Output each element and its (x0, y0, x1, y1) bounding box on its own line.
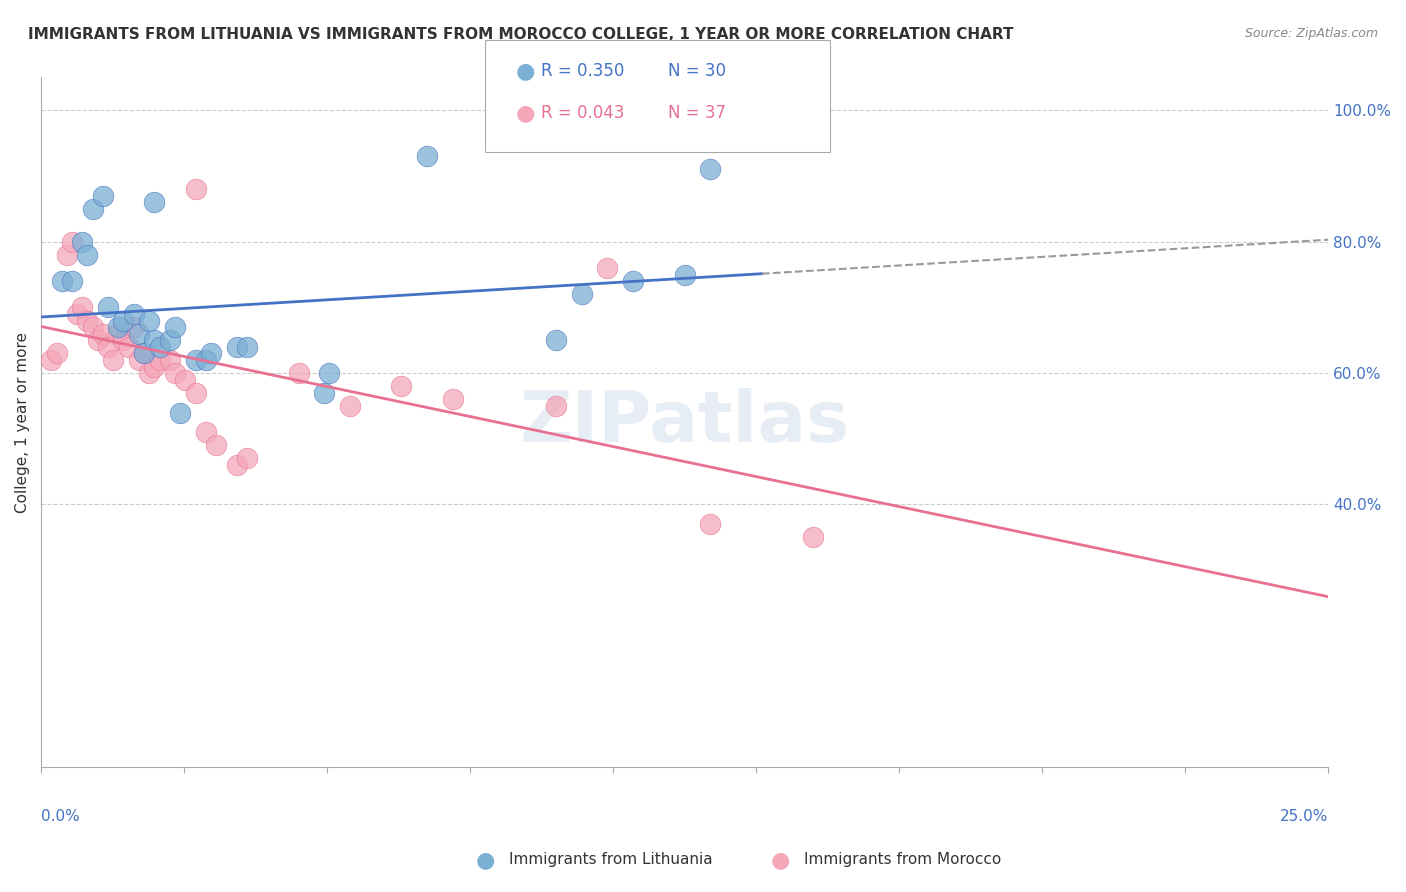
Point (673, 268, 696, 282)
Point (184, 353, 207, 368)
Point (41, 353, 63, 368)
Point (339, 399, 361, 413)
Point (163, 366, 186, 380)
Point (314, 385, 336, 400)
Point (66, 307, 89, 321)
Point (801, 530, 824, 544)
Text: 0.0%: 0.0% (41, 809, 80, 823)
Point (72, 301, 94, 315)
Text: IMMIGRANTS FROM LITHUANIA VS IMMIGRANTS FROM MOROCCO COLLEGE, 1 YEAR OR MORE COR: IMMIGRANTS FROM LITHUANIA VS IMMIGRANTS … (28, 27, 1014, 42)
Point (699, 162, 721, 177)
Point (174, 373, 197, 387)
Text: 25.0%: 25.0% (1279, 809, 1329, 823)
Point (318, 366, 340, 380)
Text: ●: ● (516, 62, 536, 81)
Point (107, 320, 129, 334)
Point (91, 188, 114, 202)
Point (138, 313, 160, 327)
Text: N = 37: N = 37 (668, 104, 725, 122)
Point (45, 346, 67, 360)
Point (138, 366, 160, 380)
Point (122, 320, 145, 334)
Point (60, 235, 83, 249)
Text: Source: ZipAtlas.com: Source: ZipAtlas.com (1244, 27, 1378, 40)
Point (571, 287, 593, 301)
Point (236, 340, 259, 354)
Point (87, 333, 110, 347)
Point (205, 438, 228, 452)
Text: N = 30: N = 30 (668, 62, 725, 80)
Point (117, 340, 139, 354)
Point (112, 333, 135, 347)
Point (148, 353, 170, 368)
Point (544, 399, 567, 413)
Point (184, 385, 207, 400)
Point (236, 451, 259, 466)
Point (82, 320, 104, 334)
Text: R = 0.350: R = 0.350 (541, 62, 624, 80)
Point (416, 149, 439, 163)
Point (97, 301, 120, 315)
Y-axis label: College, 1 year or more: College, 1 year or more (15, 332, 30, 513)
Point (103, 353, 125, 368)
Point (163, 320, 186, 334)
Point (76, 313, 98, 327)
Point (112, 313, 135, 327)
Point (287, 366, 309, 380)
Point (225, 340, 247, 354)
Point (72, 235, 94, 249)
Point (132, 346, 155, 360)
Text: ZIPatlas: ZIPatlas (520, 388, 849, 457)
Point (132, 346, 155, 360)
Point (699, 517, 721, 532)
Point (596, 260, 619, 275)
Point (159, 333, 181, 347)
Text: Immigrants from Lithuania: Immigrants from Lithuania (509, 853, 713, 867)
Point (194, 353, 217, 368)
Point (91, 326, 114, 341)
Point (128, 353, 150, 368)
Point (107, 326, 129, 341)
Point (200, 346, 222, 360)
Point (143, 195, 166, 210)
Point (621, 274, 644, 288)
Point (143, 359, 166, 374)
Point (544, 333, 567, 347)
Point (128, 326, 150, 341)
Point (441, 392, 464, 407)
Point (143, 333, 166, 347)
Point (225, 458, 247, 472)
Point (194, 425, 217, 440)
Point (159, 353, 181, 368)
Point (56, 248, 79, 262)
Text: R = 0.043: R = 0.043 (541, 104, 624, 122)
Point (60, 274, 83, 288)
Point (76, 248, 98, 262)
Point (148, 340, 170, 354)
Point (184, 182, 207, 196)
Text: Immigrants from Morocco: Immigrants from Morocco (804, 853, 1001, 867)
Point (97, 340, 120, 354)
Text: ●: ● (516, 103, 536, 123)
Point (51, 274, 73, 288)
Text: ●: ● (770, 850, 790, 870)
Point (122, 307, 145, 321)
Point (82, 202, 104, 216)
Text: ●: ● (475, 850, 495, 870)
Point (391, 379, 413, 393)
Point (169, 405, 191, 419)
